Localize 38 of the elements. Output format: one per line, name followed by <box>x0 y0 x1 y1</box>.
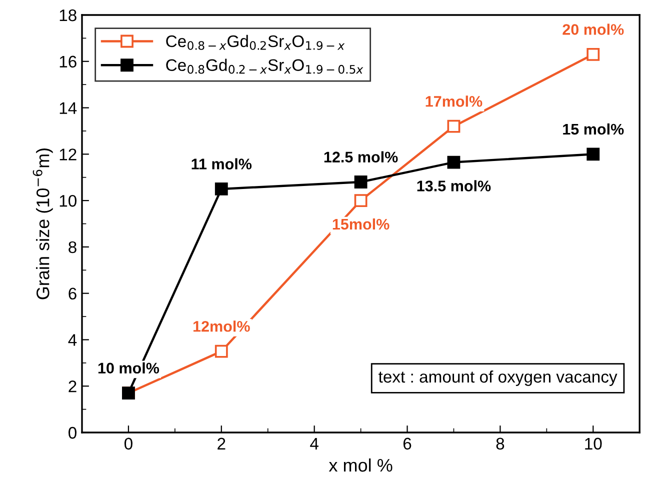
annotation: 12.5 mol% <box>324 151 398 162</box>
y-tick-label: 14 <box>60 102 77 114</box>
annotation: 17mol% <box>426 96 482 107</box>
annotation: 15mol% <box>332 218 390 230</box>
y-tick-label: 4 <box>68 334 77 346</box>
y-tick-label: 16 <box>60 56 76 68</box>
legend-label: Ce$_{0.8−x}$Gd$_{0.2}$Sr$_{x}$O$_{1.9−x}$ <box>166 34 345 50</box>
x-tick-label: 8 <box>496 438 504 450</box>
point <box>447 120 460 133</box>
annotation: 20 mol% <box>562 24 624 35</box>
x-tick-label: 10 <box>585 438 602 450</box>
point <box>354 176 368 188</box>
x-tick-label: 6 <box>403 438 412 450</box>
y-tick-label: 18 <box>60 9 76 22</box>
annotation: 11 mol% <box>192 158 252 170</box>
x-tick-label: 0 <box>124 438 132 450</box>
point <box>214 344 228 358</box>
legend-label: Ce$_{0.8}$Gd$_{0.2−x}$Sr$_{x}$O$_{1.9−0.5x}$ <box>166 58 364 74</box>
annotation: 10 mol% <box>98 362 160 374</box>
point <box>447 156 460 169</box>
point <box>586 48 600 61</box>
x-tick-label: 2 <box>218 438 226 450</box>
annotation: 13.5 mol% <box>417 180 491 192</box>
annotation: 15 mol% <box>563 123 624 135</box>
y-tick-label: 12 <box>60 148 76 160</box>
y-tick-label: 0 <box>68 426 76 439</box>
y-tick-label: 10 <box>60 194 76 207</box>
y-tick-label: 8 <box>68 241 76 254</box>
annotation: 12mol% <box>193 320 250 332</box>
x-axis-title: x mol % <box>328 458 392 472</box>
y-tick-label: 6 <box>68 288 76 300</box>
x-tick-label: 4 <box>310 438 318 450</box>
point <box>354 194 368 208</box>
point <box>214 182 228 196</box>
annotation: text : amount of oxygen vacancy <box>378 370 618 386</box>
y-tick-label: 2 <box>68 380 76 392</box>
point <box>586 148 600 161</box>
y-axis-title: Grain size (10$^{−6}$m) <box>32 148 53 300</box>
